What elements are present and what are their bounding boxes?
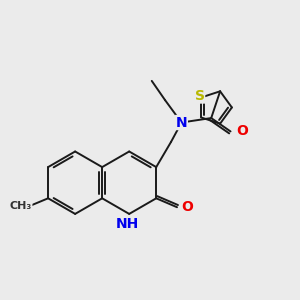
Text: S: S	[195, 89, 205, 103]
Text: O: O	[182, 200, 194, 214]
Text: N: N	[176, 116, 187, 130]
Text: O: O	[236, 124, 248, 138]
Text: CH₃: CH₃	[10, 201, 32, 211]
Text: NH: NH	[116, 217, 139, 231]
